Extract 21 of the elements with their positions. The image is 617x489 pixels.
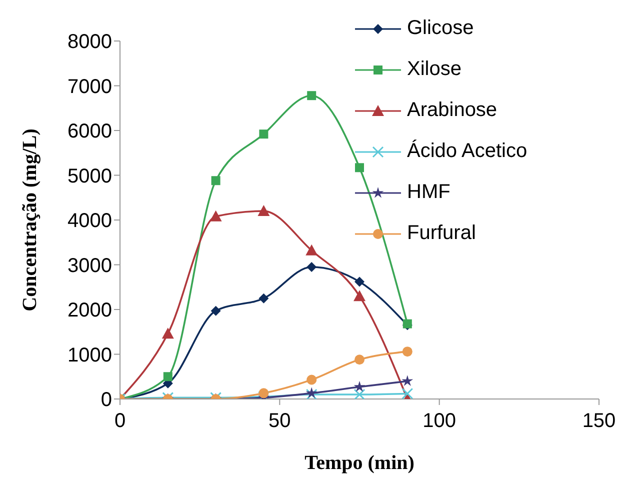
y-tick-label: 7000 [68, 76, 112, 98]
legend-label: Glicose [407, 17, 474, 40]
y-tick-label: 6000 [68, 120, 112, 143]
y-tick-label: 3000 [68, 254, 112, 277]
x-axis-title: Tempo (min) [304, 452, 414, 474]
legend-label: Furfural [407, 222, 476, 245]
y-tick-label: 5000 [68, 165, 112, 188]
x-tick-label: 100 [422, 410, 456, 432]
y-tick-label: 1000 [68, 344, 112, 366]
x-tick-label: 150 [582, 410, 616, 432]
y-tick-label: 2000 [68, 300, 112, 322]
y-tick-label: 8000 [68, 31, 112, 54]
y-tick-label: 0 [100, 389, 112, 412]
x-tick-label: 50 [268, 410, 291, 432]
y-tick-label: 4000 [68, 210, 112, 232]
y-axis-title: Concentração (mg/L) [19, 128, 41, 312]
legend-label: Xilose [407, 58, 462, 81]
legend-label: Arabinose [407, 99, 498, 122]
legend-label: HMF [407, 181, 450, 204]
x-tick-label: 0 [114, 410, 126, 432]
legend-label: Ácido Acetico [407, 140, 528, 163]
